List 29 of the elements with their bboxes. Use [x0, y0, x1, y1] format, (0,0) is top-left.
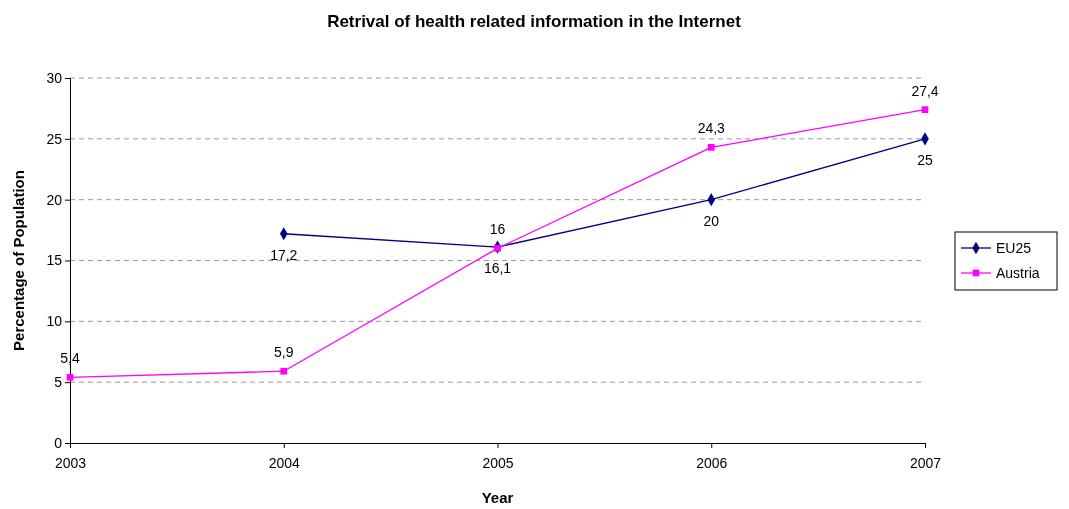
x-tick-label: 2005 [482, 454, 514, 471]
chart-title: Retrival of health related information in the Internet [327, 12, 742, 31]
x-tick-label: 2003 [54, 454, 87, 471]
point [66, 373, 74, 381]
y-tick-label: 5 [54, 374, 63, 391]
point [280, 367, 288, 375]
y-tick-label: 20 [46, 191, 63, 208]
y-tick-label: 15 [46, 252, 63, 269]
y-axis-title: Percentage of Population [10, 170, 27, 351]
y-tick-label: 10 [46, 313, 63, 330]
data-label: 5,9 [274, 344, 294, 361]
x-tick-label: 2004 [268, 454, 301, 471]
y-tick-label: 25 [46, 130, 63, 147]
x-tick-label: 2006 [696, 454, 728, 471]
data-label: 27,4 [911, 82, 939, 99]
data-label: 16,1 [483, 260, 512, 277]
data-label: 16 [489, 221, 506, 238]
y-tick-label: 0 [54, 434, 63, 451]
data-label: 17,2 [270, 246, 298, 263]
point [921, 106, 929, 113]
data-label: 24,3 [697, 120, 726, 137]
data-label: 25 [917, 151, 933, 168]
legend-label: EU25 [996, 240, 1032, 256]
legend-label: Austria [996, 265, 1040, 281]
data-label: 20 [703, 212, 720, 229]
y-tick-label: 30 [46, 69, 63, 86]
point [707, 144, 715, 151]
x-tick-label: 2007 [909, 454, 942, 471]
x-axis-title: Year [481, 489, 514, 506]
